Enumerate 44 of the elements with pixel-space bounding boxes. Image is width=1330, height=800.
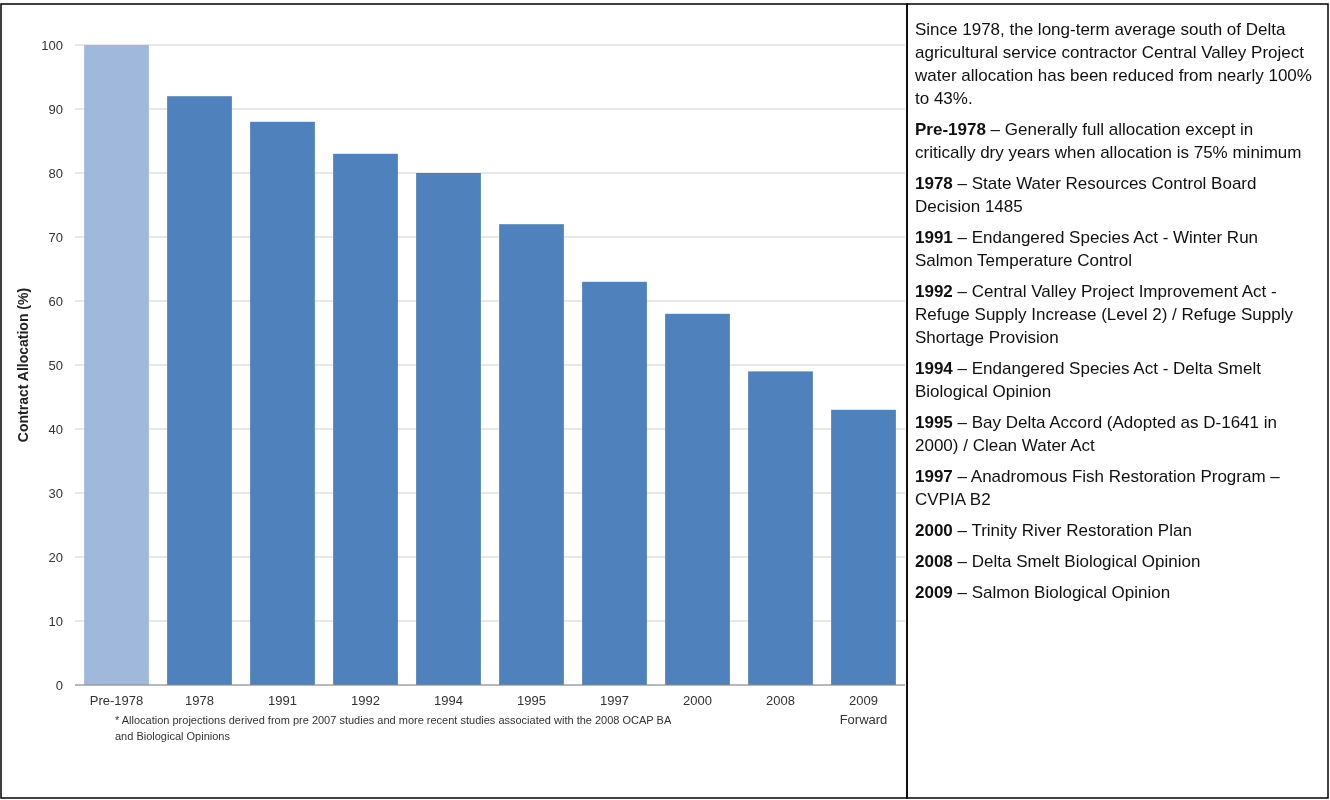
y-tick-label: 80 bbox=[48, 165, 63, 181]
y-tick-label: 60 bbox=[48, 293, 63, 309]
x-tick-label: 2008 bbox=[766, 693, 795, 708]
bar bbox=[84, 45, 149, 685]
x-tick-label: 1992 bbox=[351, 693, 380, 708]
y-tick-label: 90 bbox=[48, 101, 63, 117]
text: 1978 – State Water Resources Control Board Decision 1485 bbox=[915, 173, 1258, 218]
x-tick-label: 1995 bbox=[517, 693, 546, 708]
y-tick-label: 0 bbox=[55, 677, 63, 693]
text: 1994 – Endangered Species Act - Delta Smelt Biological Opinion bbox=[915, 358, 1262, 403]
y-tick-label: 40 bbox=[48, 421, 63, 437]
text: 1991 – Endangered Species Act - Winter Run Salmon Temperature Control bbox=[915, 227, 1260, 272]
x-tick-label: 1997 bbox=[600, 693, 629, 708]
x-tick-label: 1994 bbox=[434, 693, 463, 708]
x-tick-label: 1978 bbox=[185, 693, 214, 708]
x-tick-label: 1991 bbox=[268, 693, 297, 708]
y-tick-label: 50 bbox=[48, 357, 63, 373]
y-tick-label: 10 bbox=[48, 613, 63, 629]
text: 2008 – Delta Smelt Biological Opinion bbox=[915, 551, 1202, 573]
bar bbox=[499, 224, 564, 685]
bar bbox=[416, 173, 481, 685]
x-tick-label: Pre-1978 bbox=[89, 693, 144, 708]
y-axis-title: Contract Allocation (%) bbox=[15, 287, 31, 443]
text: 2009 – Salmon Biological Opinion bbox=[915, 582, 1172, 604]
y-tick-label: 70 bbox=[48, 229, 63, 245]
text: 1995 – Bay Delta Accord (Adopted as D-1641 in 2000) / Clean Water Act bbox=[915, 412, 1278, 457]
bar bbox=[250, 121, 315, 685]
text: 1997 – Anadromous Fish Restoration Program – CVPIA B2 bbox=[915, 466, 1281, 511]
bar bbox=[167, 96, 232, 685]
y-tick-label: 20 bbox=[48, 549, 63, 565]
bar bbox=[582, 281, 647, 685]
x-tick-label: 2009 Forward bbox=[839, 693, 888, 727]
text: Pre-1978 – Generally full allocation except in critically dry years when allocation is 75% minimum bbox=[915, 119, 1303, 164]
bar bbox=[333, 153, 398, 685]
text: Since 1978, the long-term average south of Delta agricultural service contractor Central Valley Project water allocation has been reduced from nearly 100% to 43%. bbox=[915, 19, 1313, 110]
text: * Allocation projections derived from pre 2007 studies and more recent studies associated with the 2008 OCAP BA and Biological Opinions bbox=[115, 713, 672, 744]
text: 2000 – Trinity River Restoration Plan bbox=[915, 520, 1193, 542]
y-tick-label: 30 bbox=[48, 485, 63, 501]
x-tick-label: 2000 bbox=[683, 693, 712, 708]
bar bbox=[748, 371, 813, 685]
bar bbox=[665, 313, 730, 685]
bar bbox=[831, 409, 896, 685]
text: 1992 – Central Valley Project Improvement Act - Refuge Supply Increase (Level 2) / Refuge Supply Shortage Provision bbox=[915, 281, 1294, 349]
y-tick-label: 100 bbox=[41, 37, 63, 53]
